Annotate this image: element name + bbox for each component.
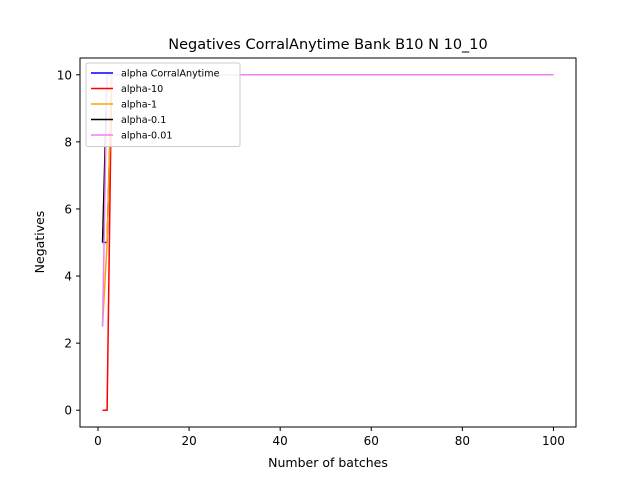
legend-label-1: alpha-10	[121, 84, 163, 95]
legend-label-3: alpha-0.1	[121, 115, 166, 126]
axes-frame	[79, 57, 577, 428]
x-tick-label: 60	[364, 434, 379, 448]
legend-label-2: alpha-1	[121, 100, 157, 111]
x-tick-label: 0	[94, 434, 102, 448]
x-tick-label: 40	[273, 434, 288, 448]
y-tick-label: 2	[64, 337, 72, 351]
x-tick-label: 20	[181, 434, 196, 448]
y-tick-label: 10	[57, 68, 72, 82]
x-tick-label: 100	[542, 434, 565, 448]
x-axis-label: Number of batches	[268, 455, 388, 470]
legend: alpha CorralAnytime alpha-10 alpha-1 alpha-…	[85, 62, 241, 147]
x-axis-ticks: 0 20 40 60 80 100	[94, 427, 565, 448]
y-tick-label: 0	[64, 404, 72, 418]
x-tick-label: 80	[455, 434, 470, 448]
y-axis-ticks: 0 2 4 6 8 10	[57, 68, 80, 418]
y-axis-label: Negatives	[32, 211, 47, 274]
legend-label-0: alpha CorralAnytime	[121, 69, 220, 80]
chart-title: Negatives CorralAnytime Bank B10 N 10_10	[168, 37, 488, 53]
y-tick-label: 6	[64, 202, 72, 216]
legend-box	[85, 62, 241, 147]
y-tick-label: 8	[64, 135, 72, 149]
legend-label-4: alpha-0.01	[121, 131, 172, 142]
y-tick-label: 4	[64, 270, 72, 284]
